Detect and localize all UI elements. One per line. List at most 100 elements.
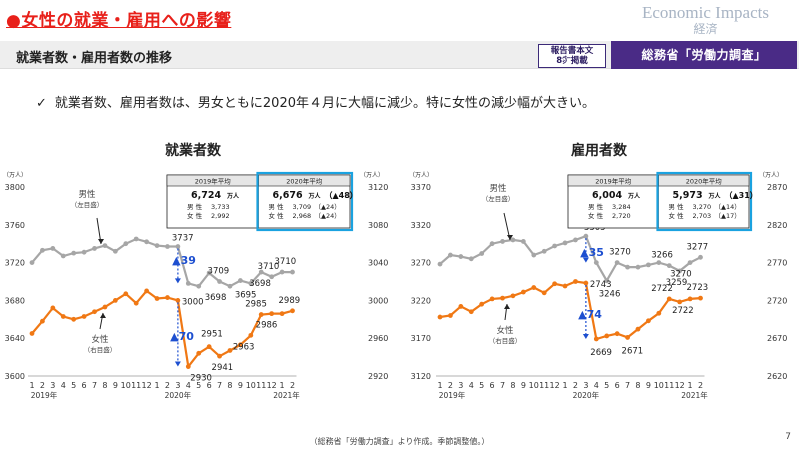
data-point — [81, 314, 87, 319]
legend-male-arrowhead — [507, 235, 513, 240]
data-point — [165, 244, 170, 249]
data-point — [552, 243, 558, 249]
x-tick-label: 1 — [280, 381, 285, 390]
summary-2020-heading: 2020年平均 — [686, 177, 723, 186]
summary-2019-male-label: 男 性 — [588, 202, 604, 211]
summary-2019-total: 6,724 — [191, 190, 221, 201]
x-tick-label: 2 — [573, 381, 578, 390]
data-point — [437, 314, 443, 320]
data-point — [29, 331, 35, 336]
x-tick-label: 6 — [207, 381, 212, 390]
male-drop-arrow — [174, 278, 181, 284]
data-point — [60, 314, 66, 319]
summary-2020-highlight — [256, 171, 354, 232]
x-tick-label: 2 — [40, 381, 45, 390]
data-point — [614, 260, 620, 265]
data-point — [531, 252, 537, 258]
right-tick-label: 2870 — [767, 183, 787, 192]
data-point — [269, 311, 275, 317]
data-point — [206, 344, 212, 350]
data-point — [279, 269, 285, 275]
data-point — [185, 280, 191, 286]
legend-male: 男性 — [489, 183, 507, 194]
x-tick-label: 10 — [654, 381, 664, 390]
data-point — [458, 304, 464, 309]
data-point — [217, 353, 222, 359]
data-point — [238, 278, 243, 283]
x-tick-label: 12 — [142, 381, 152, 390]
footnote: （総務省「労働力調査」より作成。季節調整値。） — [309, 437, 490, 446]
x-tick-label: 2 — [165, 381, 170, 390]
data-point — [448, 313, 453, 318]
page-title: ●女性の就業・雇用への影響 — [6, 11, 232, 31]
summary-2020-male-diff: （▲24） — [315, 203, 341, 211]
x-tick-label: 11 — [256, 381, 266, 390]
summary-2020-highlight — [656, 171, 753, 232]
x-tick-label: 12 — [550, 381, 560, 390]
x-tick-label: 5 — [71, 381, 76, 390]
data-point — [552, 281, 558, 287]
data-point — [468, 256, 474, 262]
data-label: 2986 — [256, 321, 278, 331]
data-point — [520, 239, 526, 244]
x-tick-label: 7 — [92, 381, 97, 390]
key-point-text: 就業者数、雇用者数は、男女ともに2020年４月に大幅に減少。特に女性の減少幅が大… — [54, 96, 595, 111]
summary-2020-unit: 万人 — [308, 192, 322, 200]
female-drop-arrow — [174, 361, 181, 367]
data-label: 3246 — [599, 290, 621, 300]
x-tick-label: 1 — [688, 381, 693, 390]
data-point — [448, 252, 453, 258]
summary-2020-female-label: 女 性 — [269, 211, 285, 220]
data-point — [573, 237, 578, 243]
right-tick-label: 2620 — [767, 372, 787, 381]
left-tick-label: 3170 — [411, 334, 431, 343]
summary-2019-female-label: 女 性 — [588, 211, 604, 220]
left-tick-label: 3640 — [5, 334, 25, 343]
summary-2020-male-label: 男 性 — [669, 202, 685, 211]
data-point — [238, 342, 243, 348]
data-label: 3737 — [172, 234, 194, 244]
summary-2020-female-diff: （▲24） — [315, 212, 341, 220]
data-point — [217, 279, 222, 284]
x-tick-label: 6 — [82, 381, 87, 390]
section-subtitle: 就業者数・雇用者数の推移 — [16, 51, 173, 66]
data-label: 3709 — [208, 267, 230, 277]
x-tick-label: 7 — [500, 381, 505, 390]
data-label: 3270 — [609, 248, 631, 258]
x-tick-label: 11 — [539, 381, 549, 390]
legend-male-arrowhead — [98, 239, 104, 244]
data-point — [635, 326, 641, 332]
x-tick-label: 3 — [583, 381, 588, 390]
chart-1: （万人） （万人） 3120 3170 3220 3270 3320 3370 2620 2670… — [409, 171, 787, 400]
data-point — [112, 248, 118, 254]
x-year-label: 2021年 — [273, 390, 300, 400]
data-point — [646, 262, 651, 268]
x-tick-label: 2 — [448, 381, 453, 390]
data-point — [500, 239, 505, 244]
x-tick-label: 3 — [458, 381, 463, 390]
data-point — [102, 304, 108, 310]
chart-0: （万人） （万人） 3600 3640 3680 3720 3760 3800 2920 2960… — [3, 171, 388, 400]
data-point — [593, 336, 599, 342]
left-tick-label: 3120 — [411, 372, 431, 381]
female-drop-arrow — [582, 333, 589, 339]
data-point — [562, 240, 568, 246]
data-label: 2989 — [279, 296, 301, 306]
data-point — [81, 249, 87, 255]
x-tick-label: 12 — [267, 381, 277, 390]
data-point — [40, 318, 45, 324]
summary-2020-male: 3,709 — [293, 203, 312, 211]
data-label: 2723 — [687, 283, 709, 293]
x-year-label: 2019年 — [439, 390, 466, 400]
summary-2019-female: 2,720 — [612, 212, 631, 220]
data-label: 3710 — [275, 257, 297, 267]
summary-2020-heading: 2020年平均 — [286, 177, 323, 186]
data-label: 2951 — [201, 330, 223, 340]
data-point — [92, 309, 97, 315]
data-point — [175, 244, 181, 249]
data-label: 3698 — [205, 293, 227, 303]
data-label: 3266 — [651, 251, 673, 261]
left-tick-label: 3760 — [5, 221, 25, 230]
male-drop-label: ▲35 — [580, 246, 604, 259]
